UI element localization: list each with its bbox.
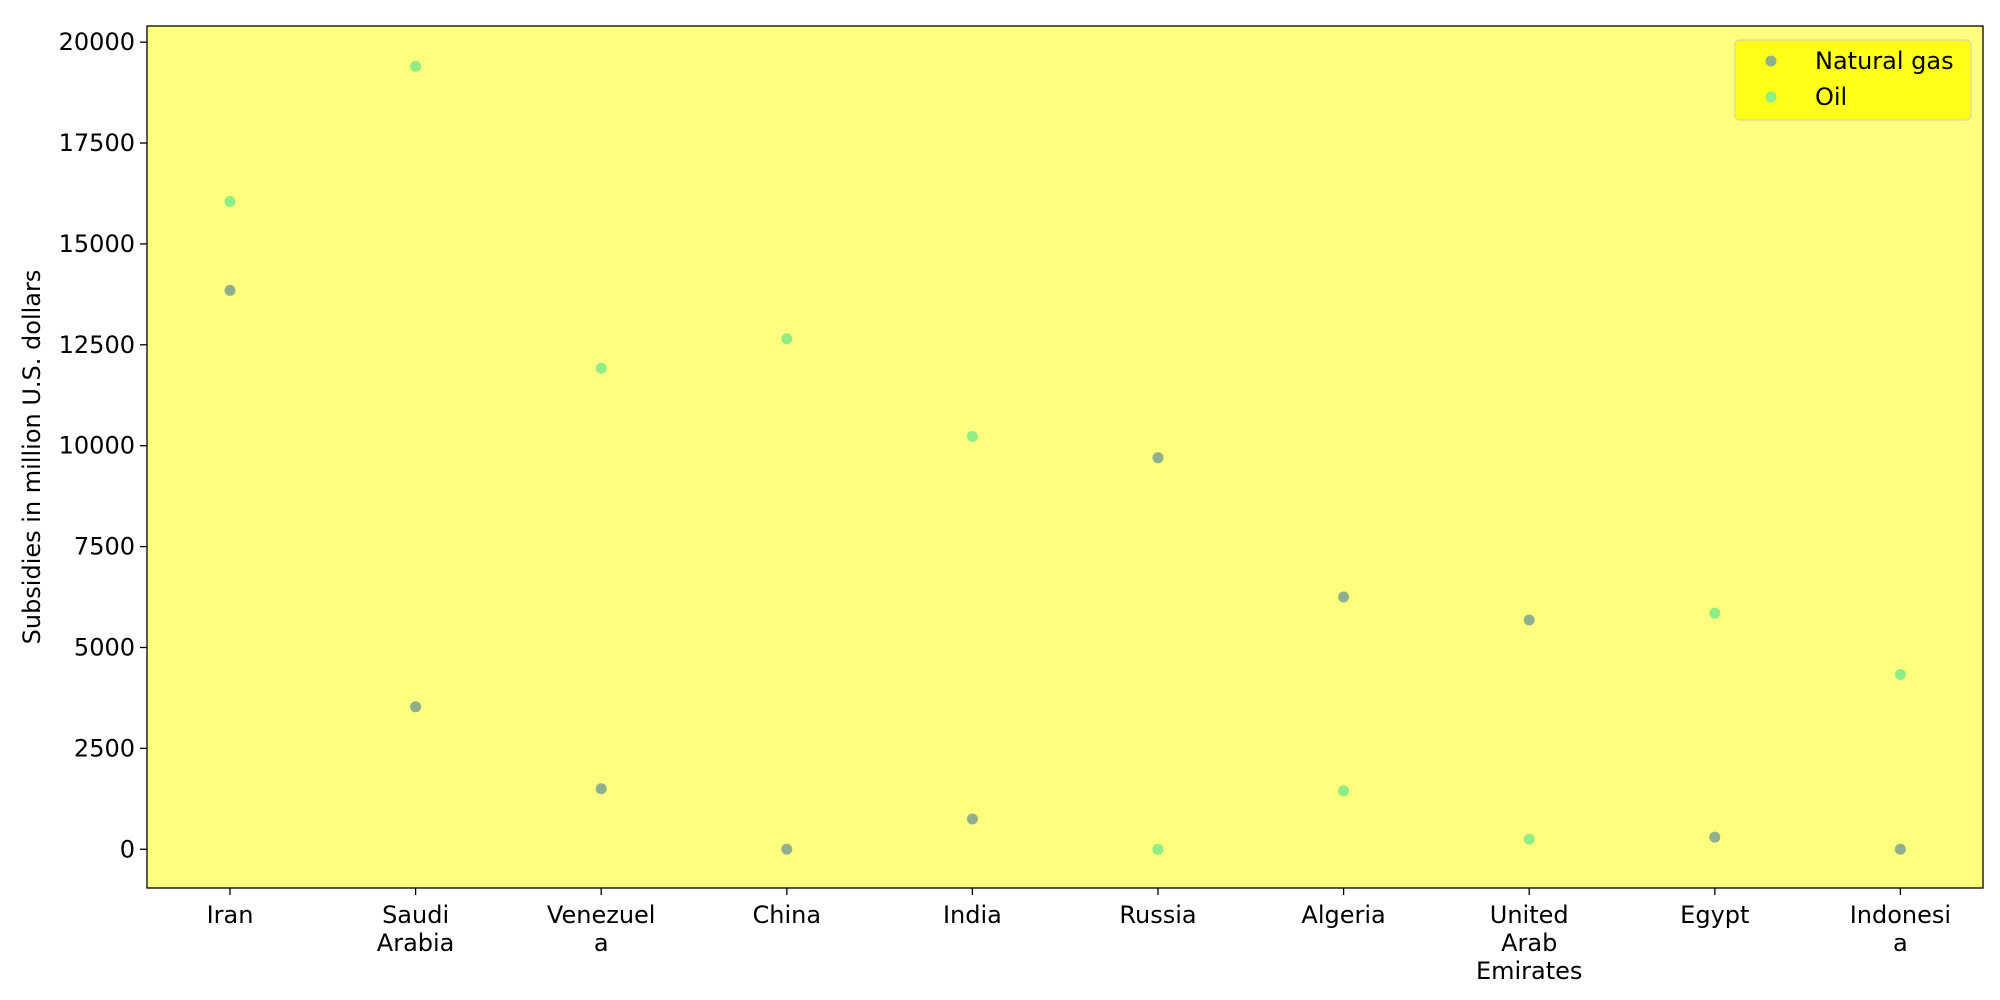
x-tick-label: Indonesi a [1850, 901, 1951, 957]
x-tick-label: China [753, 901, 822, 929]
x-tick-label: Venezuel a [547, 901, 656, 957]
y-tick-label: 20000 [59, 28, 135, 56]
natural-gas-point [966, 813, 978, 825]
natural-gas-point [1894, 843, 1906, 855]
y-axis: 0 2500 5000 7500 10000 12500 15000 17500 20000 [59, 28, 147, 863]
x-tick-label: Iran [207, 901, 254, 929]
legend-marker-natural-gas [1765, 55, 1777, 67]
y-tick-label: 12500 [59, 331, 135, 359]
y-tick-label: 7500 [74, 533, 135, 561]
y-tick-label: 5000 [74, 633, 135, 661]
oil-point [966, 430, 978, 442]
oil-point [1338, 785, 1350, 797]
x-axis: Iran Saudi Arabia Venezuel a China India Russia… [207, 888, 1951, 985]
legend-box [1734, 39, 1972, 121]
natural-gas-point [1338, 591, 1350, 603]
legend-label-oil: Oil [1815, 83, 1847, 111]
x-tick-label: Russia [1119, 901, 1196, 929]
oil-point [410, 60, 422, 72]
y-axis-title: Subsidies in million U.S. dollars [18, 270, 46, 645]
x-tick-label: Algeria [1301, 901, 1385, 929]
oil-point [1152, 843, 1164, 855]
y-tick-label: 15000 [59, 230, 135, 258]
y-tick-label: 0 [120, 835, 135, 863]
x-tick-label: Saudi Arabia [377, 901, 455, 957]
data-points [224, 60, 1906, 855]
plot-area [146, 25, 1984, 889]
legend-marker-oil [1765, 91, 1777, 103]
oil-point [1523, 833, 1535, 845]
natural-gas-point [781, 843, 793, 855]
oil-point [595, 362, 607, 374]
oil-point [224, 196, 236, 208]
natural-gas-point [410, 701, 422, 713]
x-tick-label: Egypt [1680, 901, 1749, 929]
oil-point [781, 333, 793, 345]
legend-label-natural-gas: Natural gas [1815, 47, 1954, 75]
natural-gas-point [1523, 614, 1535, 626]
legend: Natural gas Oil [1734, 39, 1972, 121]
natural-gas-point [1709, 831, 1721, 843]
y-tick-label: 17500 [59, 129, 135, 157]
y-tick-label: 2500 [74, 734, 135, 762]
natural-gas-point [595, 783, 607, 795]
oil-point [1894, 669, 1906, 681]
y-tick-label: 10000 [59, 432, 135, 460]
x-tick-label: India [943, 901, 1002, 929]
natural-gas-point [224, 284, 236, 296]
natural-gas-point [1152, 452, 1164, 464]
x-tick-label: United Arab Emirates [1476, 901, 1582, 985]
oil-point [1709, 607, 1721, 619]
